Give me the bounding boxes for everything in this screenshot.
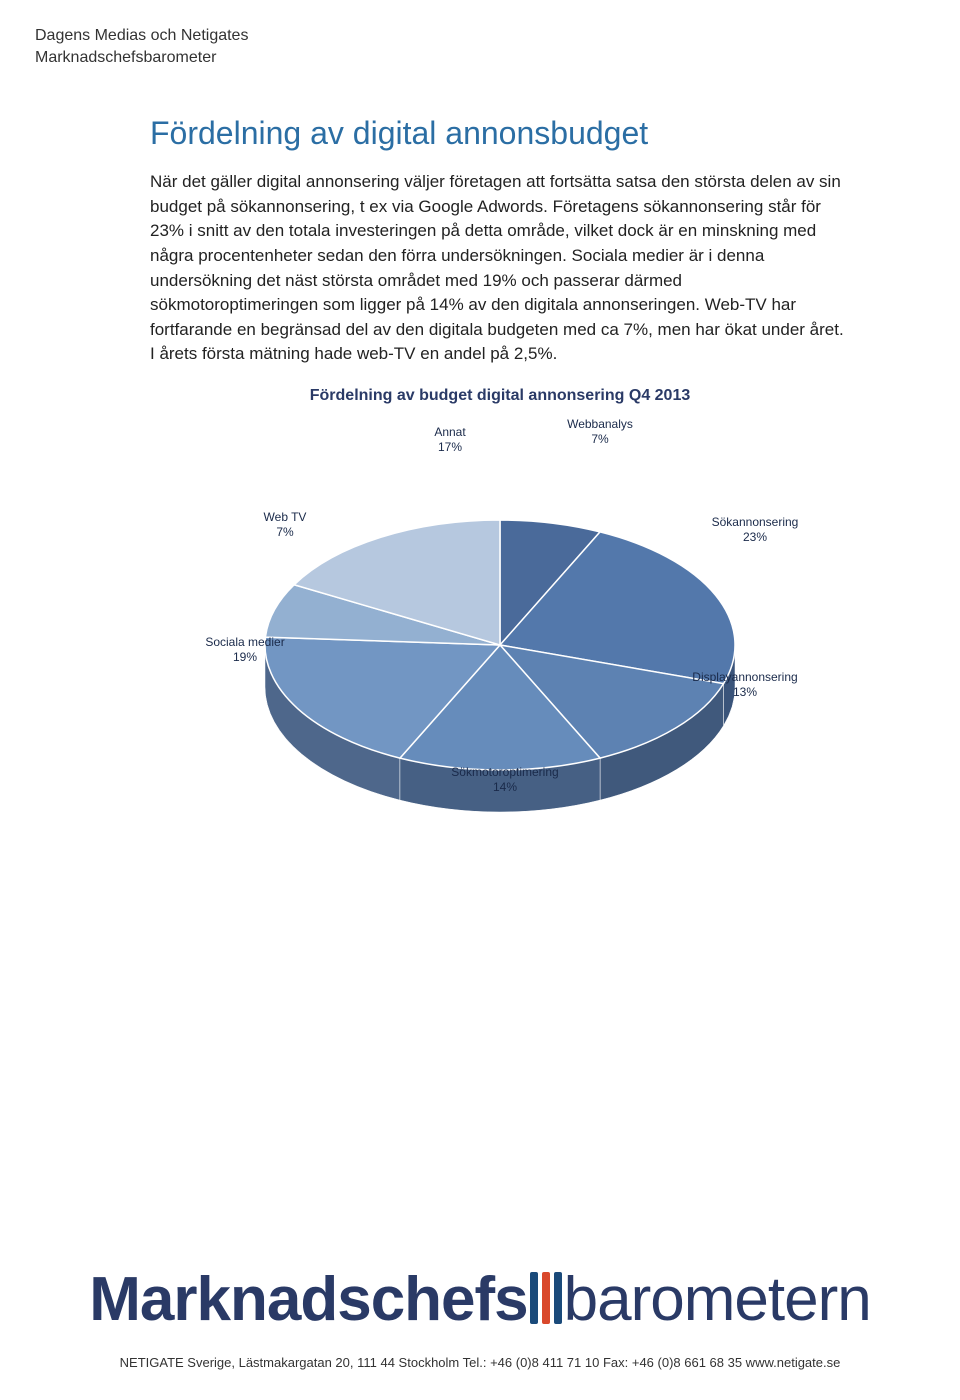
slice-label-1: Sökannonsering23% [695, 515, 815, 544]
article-body: När det gäller digital annonsering välje… [150, 170, 850, 367]
chart-title: Fördelning av budget digital annonsering… [150, 387, 850, 405]
article-title: Fördelning av digital annonsbudget [150, 115, 850, 152]
header-line1: Dagens Medias och Netigates [35, 25, 248, 47]
slice-label-6: Annat17% [390, 425, 510, 454]
logo-text: Marknadschefs barometern [89, 1265, 870, 1334]
logo-bar-0 [530, 1272, 538, 1324]
logo-bar-2 [554, 1272, 562, 1324]
slice-label-2: Displayannonsering13% [685, 670, 805, 699]
article-content: Fördelning av digital annonsbudget När d… [150, 115, 850, 865]
pie-chart: Webbanalys7%Sökannonsering23%Displayanno… [190, 425, 810, 865]
header-note: Dagens Medias och Netigates Marknadschef… [35, 25, 248, 68]
logo-bar-1 [542, 1272, 550, 1324]
slice-label-0: Webbanalys7% [540, 417, 660, 446]
slice-label-3: Sökmotoroptimering14% [445, 765, 565, 794]
logo-part1: Marknadschefs [89, 1265, 527, 1334]
slice-label-4: Sociala medier19% [185, 635, 305, 664]
logo-block: Marknadschefs barometern [0, 1264, 960, 1335]
slice-label-5: Web TV7% [225, 510, 345, 539]
header-line2: Marknadschefsbarometer [35, 47, 248, 69]
logo-part2: barometern [564, 1265, 871, 1334]
footer-line: NETIGATE Sverige, Lästmakargatan 20, 111… [0, 1355, 960, 1370]
